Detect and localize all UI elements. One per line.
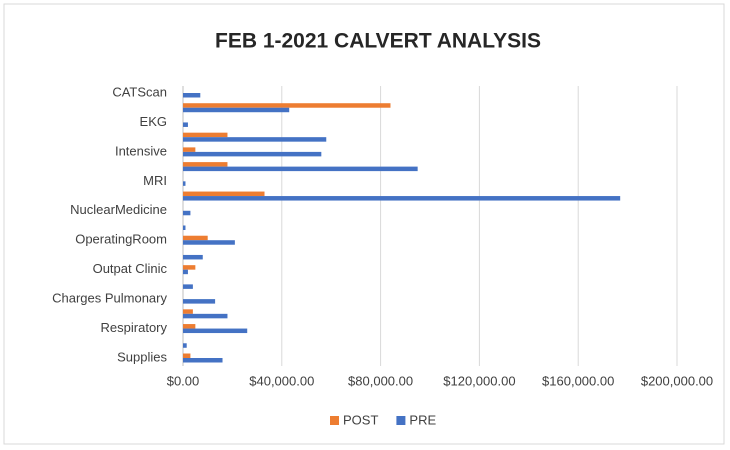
x-tick-label: $80,000.00 <box>348 373 413 388</box>
legend-swatch <box>330 416 339 425</box>
bar <box>183 328 248 334</box>
y-tick-label: NuclearMedicine <box>70 202 167 217</box>
y-tick-label: Outpat Clinic <box>93 261 168 276</box>
x-tick-label: $200,000.00 <box>641 373 713 388</box>
bar <box>183 210 191 216</box>
chart-border <box>3 3 725 445</box>
y-tick-label: EKG <box>140 114 167 129</box>
bar <box>183 137 327 142</box>
bar <box>183 196 621 201</box>
y-tick-label: CATScan <box>112 84 167 99</box>
bar <box>183 132 228 138</box>
bar <box>183 299 216 304</box>
bar <box>183 191 265 197</box>
x-tick-label: $120,000.00 <box>443 373 515 388</box>
legend-label: PRE <box>409 412 436 427</box>
bar <box>183 284 193 289</box>
x-tick-label: $0.00 <box>167 373 200 388</box>
bar <box>183 254 203 260</box>
y-tick-label: Respiratory <box>101 320 168 335</box>
bar <box>183 147 196 152</box>
bar <box>183 343 187 348</box>
bar <box>183 107 290 113</box>
bar <box>183 309 193 314</box>
legend-label: POST <box>343 412 378 427</box>
bar <box>183 324 196 329</box>
bar <box>183 240 235 245</box>
bar <box>183 103 391 108</box>
bar <box>183 225 186 230</box>
bar <box>183 265 196 270</box>
bar <box>183 181 186 186</box>
x-tick-label: $160,000.00 <box>542 373 614 388</box>
x-tick-label: $40,000.00 <box>249 373 314 388</box>
bar <box>183 166 418 172</box>
legend-swatch <box>396 416 406 425</box>
bar <box>183 93 201 98</box>
bar <box>183 313 228 319</box>
y-tick-label: MRI <box>143 173 167 188</box>
bar <box>183 162 228 167</box>
bar <box>183 358 223 363</box>
bar <box>183 235 208 241</box>
chart-title: FEB 1-2021 CALVERT ANALYSIS <box>215 30 541 53</box>
bar <box>183 151 322 157</box>
y-tick-label: Charges Pulmonary <box>52 291 167 306</box>
bar <box>183 122 188 127</box>
bar <box>183 269 188 275</box>
bar <box>183 353 191 358</box>
y-tick-label: Intensive <box>115 143 167 158</box>
y-tick-label: Supplies <box>117 349 167 364</box>
y-tick-label: OperatingRoom <box>75 232 167 247</box>
